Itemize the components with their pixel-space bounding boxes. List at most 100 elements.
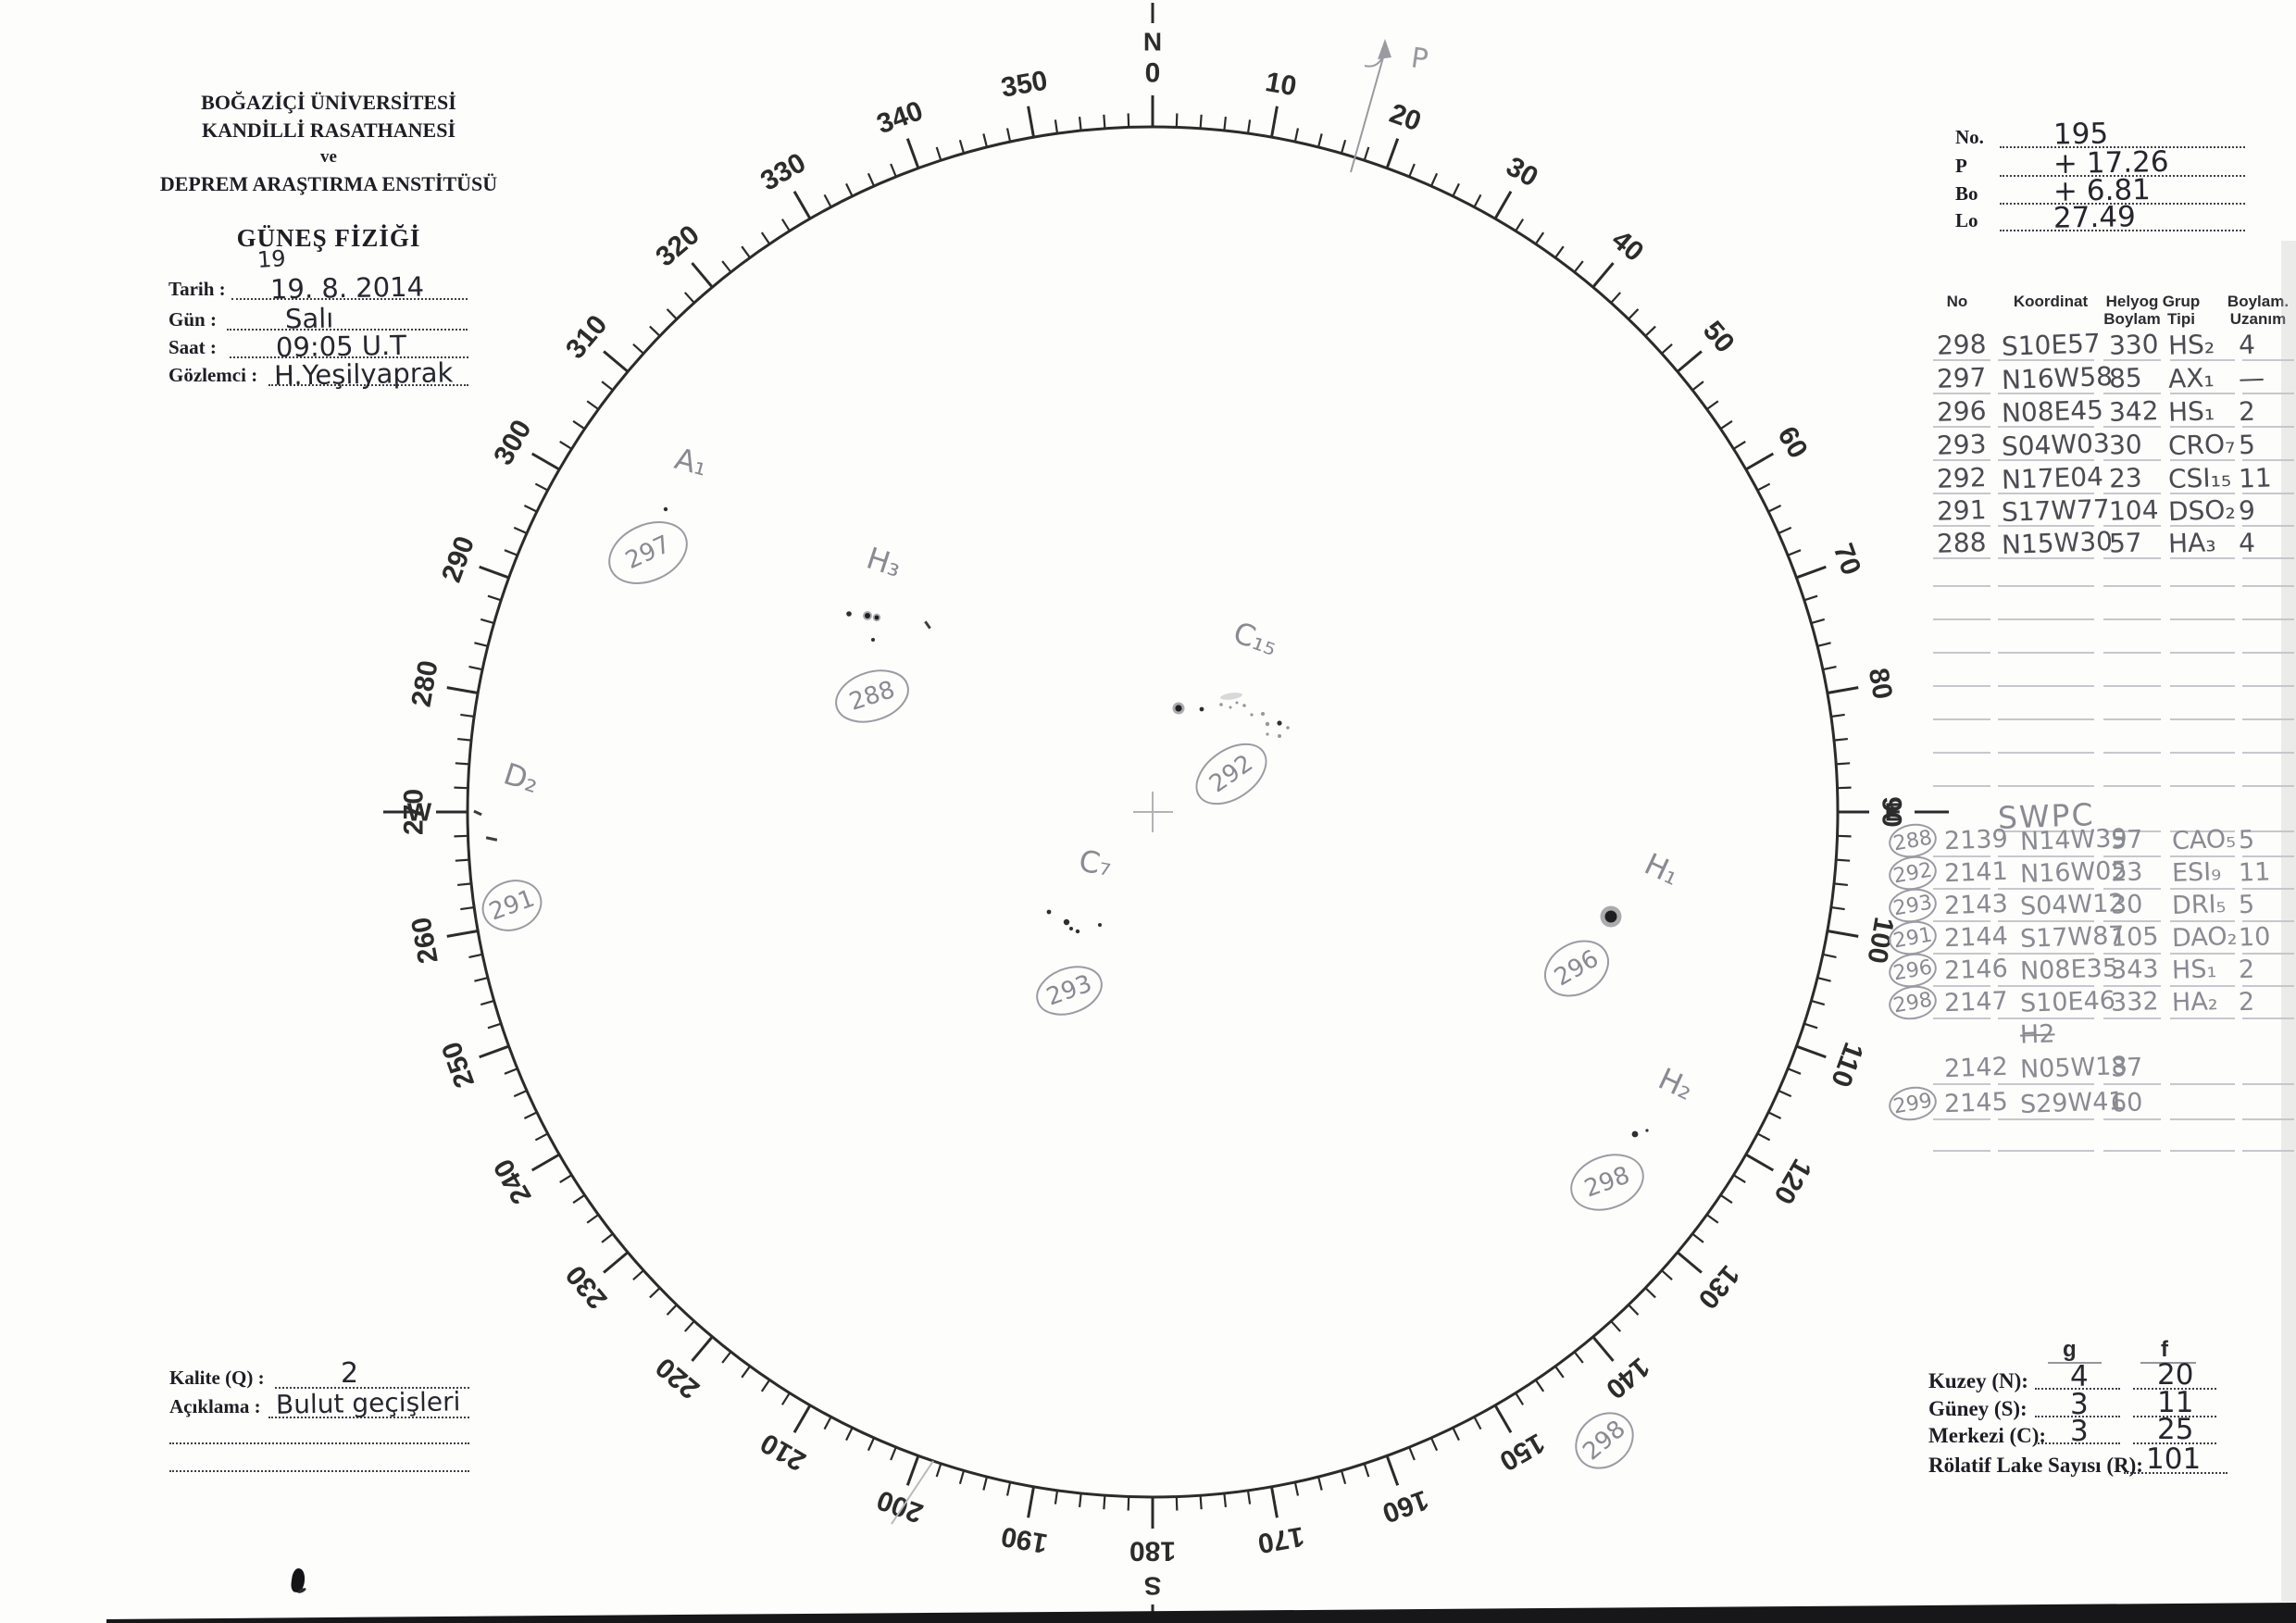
table-header: Koordinat (2013, 293, 2089, 310)
degree-tick (935, 1463, 942, 1478)
summary-col-g: g (2063, 1337, 2077, 1362)
swpc-header-underline (2170, 830, 2235, 832)
degree-tick (741, 1366, 751, 1379)
p-angle-hook (1364, 50, 1386, 68)
degree-tick (890, 1446, 897, 1461)
degree-tick (1408, 1446, 1416, 1461)
degree-tick (1591, 262, 1615, 289)
degree-tick (487, 594, 502, 602)
degree-tick (1644, 325, 1656, 337)
degree-tick (760, 1379, 771, 1392)
group-label-C7: C₇ (1077, 843, 1115, 883)
degree-label: 10 (1263, 67, 1299, 102)
degree-tick (1803, 594, 1818, 602)
degree-tick (1452, 1427, 1460, 1442)
degree-tick (1837, 786, 1852, 790)
degree-tick (1661, 343, 1673, 355)
degree-tick (1787, 549, 1802, 556)
degree-tick (1340, 139, 1347, 154)
cell-underline (2103, 1118, 2161, 1120)
sunspot-umbra (663, 506, 668, 512)
field-dotted-line (227, 329, 468, 331)
degree-tick (1316, 133, 1323, 148)
degree-tick (1833, 882, 1848, 887)
degree-tick (1385, 1454, 1400, 1486)
cell-underline (2103, 1083, 2161, 1085)
institution-line: KANDİLLİ RASATHANESİ (201, 119, 456, 142)
sunspot-pore (1261, 712, 1265, 716)
cell-underline (2242, 985, 2294, 987)
cell-underline (1933, 459, 1990, 461)
degree-tick (845, 1427, 854, 1442)
degree-tick (468, 953, 483, 959)
degree-tick (559, 440, 573, 450)
empty-row-underline (2103, 685, 2161, 687)
sunspot-pore (1250, 713, 1254, 717)
degree-tick (823, 1416, 832, 1430)
cell-underline (1998, 1017, 2094, 1019)
swpc-header-underline (2103, 830, 2161, 832)
g-underline (2048, 1362, 2102, 1364)
empty-row-underline (2242, 752, 2294, 754)
cell-underline (2170, 525, 2235, 527)
sunspot-umbra (1175, 705, 1182, 712)
degree-tick (1340, 1470, 1347, 1485)
degree-tick (513, 1089, 528, 1098)
cell-underline (2103, 1017, 2161, 1019)
degree-tick (1554, 245, 1565, 258)
empty-row-underline (2170, 685, 2235, 687)
empty-row-underline (1933, 585, 1990, 587)
degree-tick (1661, 1269, 1673, 1281)
degree-tick (1822, 953, 1837, 959)
empty-row-underline (1933, 718, 1990, 720)
degree-tick (1054, 1490, 1059, 1504)
cardinal-letter: N (1143, 28, 1162, 56)
degree-tick (1745, 1153, 1775, 1172)
degree-tick (1827, 686, 1859, 694)
empty-row-underline (1998, 785, 2094, 787)
degree-tick (1811, 999, 1826, 1006)
cell-underline (1998, 855, 2094, 857)
degree-tick (632, 1269, 644, 1281)
cell-underline (2103, 426, 2161, 428)
degree-tick (530, 1153, 560, 1172)
degree-tick (683, 292, 695, 304)
empty-row-underline (2170, 652, 2235, 654)
degree-tick (1493, 1405, 1513, 1434)
cell-underline (1933, 426, 1990, 428)
cell-underline (2242, 855, 2294, 857)
blank-line (169, 1470, 469, 1472)
summary-dotted-f (2133, 1442, 2216, 1444)
degree-tick (1816, 642, 1831, 648)
summary-label: Merkezi (C): (1928, 1424, 2047, 1447)
cell-underline (2103, 855, 2161, 857)
cardinal-letter: S (1144, 1572, 1162, 1601)
cell-underline (1998, 557, 2094, 559)
kalite-label: Kalite (Q) : (169, 1367, 265, 1389)
degree-tick (958, 139, 966, 154)
sunspot-pore (1278, 734, 1281, 738)
cell-underline (2242, 1083, 2294, 1085)
degree-tick (1591, 1335, 1615, 1362)
cell-underline (1998, 426, 2094, 428)
degree-tick (530, 452, 560, 471)
summary-dotted-f (2133, 1416, 2216, 1417)
cell-underline (2170, 393, 2235, 394)
summary-dotted-f (2133, 1388, 2216, 1390)
table-header: No (1946, 293, 1968, 310)
sunspot-pore (1265, 721, 1270, 727)
relatif-value: 101 (2146, 1442, 2202, 1476)
sunspot-umbra (1277, 720, 1282, 726)
degree-tick (958, 1470, 966, 1485)
degree-tick (1837, 834, 1852, 838)
degree-tick (649, 325, 661, 337)
empty-row-underline (2170, 585, 2235, 587)
sunspot-mark (924, 620, 931, 630)
empty-row-underline (2242, 618, 2294, 620)
ephemeris-dotted-line (2000, 203, 2245, 205)
degree-label: 80 (1863, 666, 1898, 702)
summary-g-value: 3 (2070, 1388, 2089, 1421)
summary-dotted-g (2035, 1416, 2120, 1417)
